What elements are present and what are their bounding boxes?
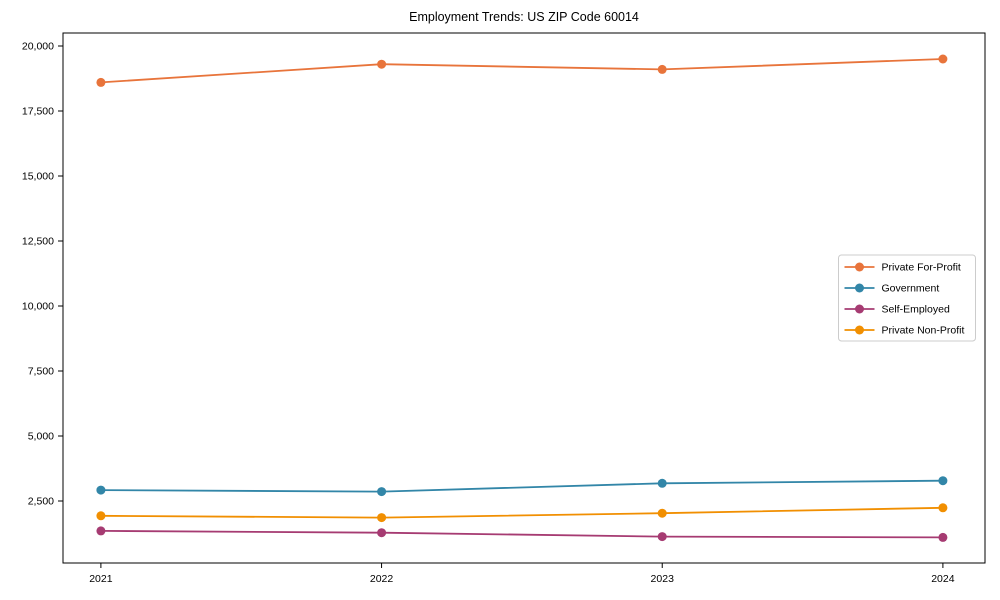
- legend-box: [838, 254, 976, 342]
- y-tick-label: 7,500: [28, 365, 54, 377]
- data-point-marker: [938, 532, 948, 542]
- series-line: [100, 58, 943, 84]
- data-point-marker: [377, 59, 387, 69]
- data-point-marker: [657, 478, 667, 488]
- legend: Private For-Profit Government Self-Employe…: [838, 254, 976, 342]
- data-point-marker: [938, 476, 948, 486]
- series-self-employed: [96, 526, 948, 542]
- legend-marker: [855, 283, 864, 293]
- data-point-marker: [657, 532, 667, 542]
- data-point-marker: [938, 503, 948, 513]
- legend-marker: [855, 325, 864, 335]
- x-axis: 2021 2022 2023 2024: [89, 563, 955, 585]
- data-point-marker: [96, 511, 106, 521]
- data-point-marker: [96, 77, 106, 87]
- y-tick-label: 2,500: [28, 495, 54, 507]
- x-tick-label: 2023: [651, 573, 675, 585]
- y-tick-label: 20,000: [22, 40, 54, 52]
- legend-entry-self-employed: Self-Employed: [844, 304, 950, 316]
- data-point-marker: [657, 508, 667, 518]
- y-axis: 2,500 5,000 7,500 10,000 12,500 15,000 17,500 2…: [22, 40, 63, 507]
- data-point-marker: [96, 526, 106, 536]
- data-point-marker: [377, 528, 387, 538]
- series-private-non-profit: [96, 503, 948, 523]
- legend-label: Private Non-Profit: [882, 325, 965, 337]
- y-tick-label: 17,500: [22, 105, 54, 117]
- legend-marker: [855, 304, 864, 314]
- y-tick-label: 15,000: [22, 170, 54, 182]
- legend-entry-private-for-profit: Private For-Profit: [844, 262, 961, 274]
- y-tick-label: 10,000: [22, 300, 54, 312]
- data-point-marker: [938, 54, 948, 64]
- legend-label: Private For-Profit: [882, 262, 961, 274]
- x-tick-label: 2024: [931, 573, 955, 585]
- series-line: [100, 506, 943, 519]
- x-tick-label: 2021: [89, 573, 113, 585]
- y-tick-label: 12,500: [22, 235, 54, 247]
- series-line: [100, 479, 943, 493]
- plot-border: [62, 32, 986, 564]
- data-point-marker: [657, 64, 667, 74]
- legend-label: Self-Employed: [882, 304, 950, 316]
- x-tick-label: 2022: [370, 573, 394, 585]
- series-government: [96, 476, 948, 497]
- legend-label: Government: [882, 283, 940, 295]
- data-point-marker: [377, 487, 387, 497]
- legend-entry-government: Government: [844, 283, 940, 295]
- data-point-marker: [377, 513, 387, 523]
- series-private-for-profit: [96, 54, 948, 87]
- legend-entry-private-non-profit: Private Non-Profit: [844, 325, 965, 337]
- chart-title: Employment Trends: US ZIP Code 60014: [409, 10, 639, 24]
- legend-marker: [855, 262, 864, 272]
- data-point-marker: [96, 485, 106, 495]
- y-tick-label: 5,000: [28, 430, 54, 442]
- series-line: [100, 530, 943, 539]
